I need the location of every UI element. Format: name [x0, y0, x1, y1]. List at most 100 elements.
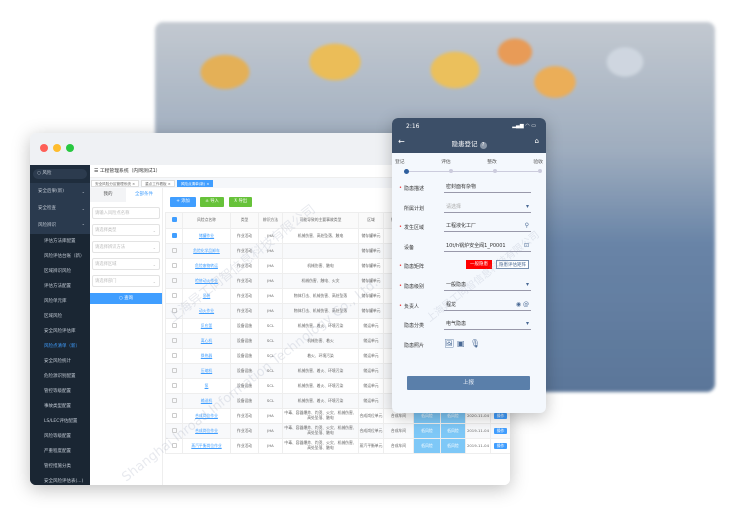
sidebar-item[interactable]: 风险辨识 ⌃	[30, 217, 90, 234]
operate-button[interactable]: 操作	[493, 427, 508, 435]
checkbox-icon[interactable]	[171, 322, 177, 328]
home-icon[interactable]: ⌂	[534, 137, 539, 145]
sidebar-item[interactable]: 安全后果(新) ⌄	[30, 183, 90, 200]
checkbox-icon[interactable]	[171, 292, 177, 298]
import-button[interactable]: ± 导入	[200, 197, 224, 207]
sidebar-item[interactable]: 评估方法库配置	[30, 234, 90, 249]
risk-point-link[interactable]: 输送机	[182, 393, 231, 409]
sidebar-item[interactable]: 安全检查 ⌄	[30, 200, 90, 217]
sidebar-item[interactable]: 安全风险评估表(...)	[30, 474, 90, 485]
row-checkbox[interactable]	[165, 318, 183, 334]
filter-select[interactable]: 请选择类型 ⌄	[92, 224, 160, 236]
checkbox-icon[interactable]	[171, 412, 177, 418]
filter-tab-all[interactable]: 全部条件	[126, 188, 162, 202]
row-checkbox[interactable]	[165, 363, 183, 379]
risk-point-link[interactable]: 吊装	[182, 288, 231, 304]
checkbox-icon[interactable]	[171, 217, 177, 223]
row-checkbox[interactable]	[165, 288, 183, 304]
sidebar-item[interactable]: 严重程度配置	[30, 444, 90, 459]
row-checkbox[interactable]	[165, 243, 183, 259]
image-add-icon[interactable]: 🖼	[444, 338, 455, 348]
checkbox-icon[interactable]	[171, 337, 177, 343]
filter-select[interactable]: 请选择区域 ⌄	[92, 258, 160, 270]
row-checkbox[interactable]	[165, 348, 183, 364]
row-checkbox[interactable]	[165, 333, 183, 349]
risk-point-link[interactable]: 合成岗位作业	[182, 408, 231, 424]
row-checkbox[interactable]	[165, 438, 183, 454]
sidebar-search-input[interactable]: ○ 风险	[33, 169, 87, 179]
tab-0[interactable]: 安全风险分区管理系统 ×	[91, 179, 140, 187]
step-label[interactable]: 整改	[487, 160, 497, 165]
step-label[interactable]: 验收	[533, 160, 543, 165]
maximize-window-button[interactable]	[66, 144, 74, 152]
select-all-checkbox[interactable]	[165, 212, 183, 229]
table-cell[interactable]: 操作	[490, 438, 510, 454]
step-label[interactable]: 评估	[441, 160, 451, 165]
field-value[interactable]: 工程液化工厂 ⚲	[444, 220, 531, 233]
row-checkbox[interactable]	[165, 258, 183, 274]
risk-point-link[interactable]: 反应釜	[182, 318, 231, 334]
contact-icon[interactable]: ◉ @	[515, 300, 529, 308]
sidebar-item[interactable]: LS/LEC评估配置	[30, 414, 90, 429]
hazard-matrix-button[interactable]: 隐患评估矩阵	[496, 260, 529, 270]
risk-point-link[interactable]: 换热器	[182, 348, 231, 364]
field-value[interactable]: 程龙 ◉ @	[444, 299, 531, 311]
sidebar-item[interactable]: 风险评估台账（新）	[30, 249, 90, 264]
dropdown-icon[interactable]: ▾	[525, 280, 529, 288]
step-dot[interactable]	[538, 169, 542, 173]
row-checkbox[interactable]	[165, 303, 183, 319]
add-button[interactable]: + 添加	[170, 197, 196, 207]
close-icon[interactable]: ×	[205, 181, 210, 186]
filter-select[interactable]: 请选择部门 ⌄	[92, 275, 160, 287]
close-icon[interactable]: ×	[166, 181, 171, 186]
sidebar-item[interactable]: 安全风险评估库	[30, 324, 90, 339]
field-value[interactable]: 请选择 ▾	[444, 201, 531, 213]
dropdown-icon[interactable]: ▾	[525, 202, 529, 210]
sidebar-item[interactable]: 评估方法配置	[30, 279, 90, 294]
query-button[interactable]: ○ 查询	[90, 293, 162, 304]
step-dot[interactable]	[493, 169, 498, 173]
checkbox-icon[interactable]	[171, 352, 177, 358]
step-dot[interactable]	[404, 168, 409, 174]
close-icon[interactable]: ×	[130, 181, 136, 186]
checkbox-icon[interactable]	[171, 277, 177, 283]
row-checkbox[interactable]	[165, 393, 183, 409]
sidebar-item[interactable]: 危险源识别配置	[30, 369, 90, 384]
risk-point-link[interactable]: 危险化学品卸车	[182, 243, 231, 259]
checkbox-icon[interactable]	[171, 442, 177, 448]
field-value[interactable]: 密封面有杂物	[444, 181, 531, 193]
filter-input[interactable]: 请输入风险点名称	[92, 207, 160, 219]
sidebar-item[interactable]: 风险等级配置	[30, 429, 90, 444]
checkbox-icon[interactable]	[171, 367, 177, 373]
row-checkbox[interactable]	[165, 378, 183, 394]
scan-icon[interactable]: ⊡	[523, 241, 529, 249]
video-add-icon[interactable]: ▣	[457, 338, 465, 348]
tab-1[interactable]: 重点工作看板 ×	[141, 179, 175, 187]
back-arrow-icon[interactable]: ←	[398, 137, 405, 146]
checkbox-icon[interactable]	[171, 307, 177, 313]
risk-point-link[interactable]: 检修动火作业	[182, 273, 231, 289]
risk-point-link[interactable]: 动火作业	[182, 303, 231, 319]
sidebar-item[interactable]: 风险单元库	[30, 294, 90, 309]
dropdown-icon[interactable]: ▾	[525, 320, 529, 328]
operate-button[interactable]: 操作	[493, 442, 508, 450]
risk-point-link[interactable]: 离心机	[182, 333, 231, 349]
filter-select[interactable]: 请选择辨识方法 ⌄	[92, 241, 160, 253]
row-checkbox[interactable]	[165, 228, 183, 244]
risk-point-link[interactable]: 储罐作业	[182, 228, 231, 244]
filter-tab-mine[interactable]: 我的	[90, 188, 126, 202]
submit-button[interactable]: 上报	[407, 376, 530, 390]
sidebar-item[interactable]: 风险点清单（新）	[30, 339, 90, 354]
voice-add-icon[interactable]: 🎙	[470, 338, 481, 348]
step-dot[interactable]	[448, 169, 453, 173]
sidebar-item[interactable]: 安全风险统计	[30, 354, 90, 369]
checkbox-icon[interactable]	[171, 427, 177, 433]
checkbox-icon[interactable]	[171, 262, 177, 268]
table-cell[interactable]: 操作	[490, 423, 510, 439]
sidebar-item[interactable]: 区域风险	[30, 309, 90, 324]
export-button[interactable]: ⊼ 导出	[229, 197, 252, 207]
field-value[interactable]: 一般隐患 ▾	[444, 279, 531, 291]
risk-point-link[interactable]: 危险废物转运	[182, 258, 231, 274]
operate-button[interactable]: 操作	[493, 412, 508, 420]
sidebar-item[interactable]: 管控措施分类	[30, 459, 90, 474]
